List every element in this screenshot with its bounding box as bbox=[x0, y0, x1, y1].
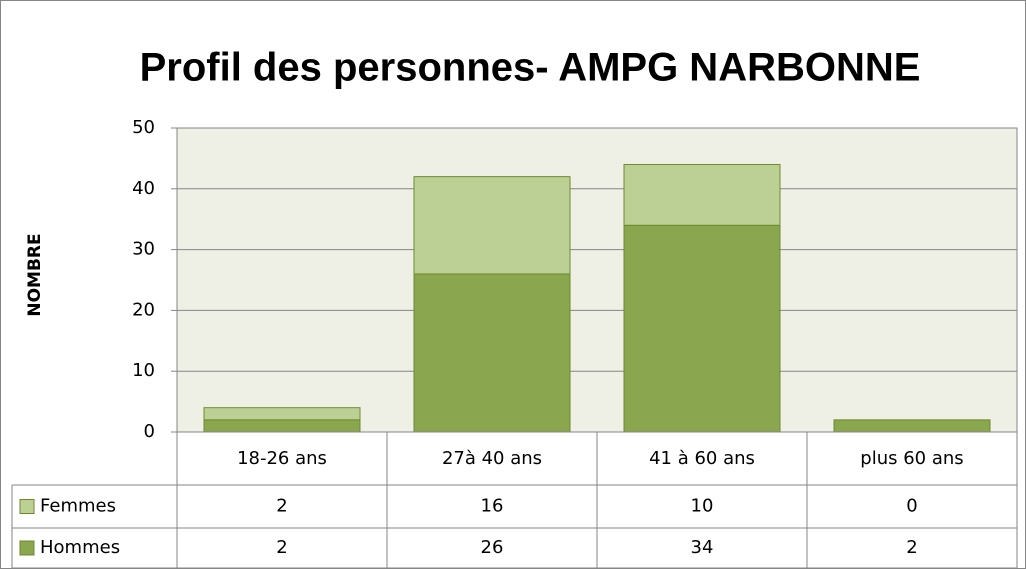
table-value: 2 bbox=[906, 537, 917, 558]
x-tick-label: 41 à 60 ans bbox=[649, 448, 755, 469]
legend-swatch bbox=[19, 540, 35, 556]
bar-segment bbox=[413, 176, 571, 275]
bar-segment bbox=[413, 273, 571, 433]
table-value: 10 bbox=[691, 496, 714, 517]
x-tick-label: 27à 40 ans bbox=[442, 448, 542, 469]
bar-segment bbox=[623, 224, 781, 433]
chart-title: Profil des personnes- AMPG NARBONNE bbox=[140, 46, 921, 90]
y-axis-label: NOMBRE bbox=[25, 233, 45, 316]
y-tick-label: 40 bbox=[132, 178, 155, 199]
legend-swatch bbox=[19, 499, 35, 514]
table-value: 2 bbox=[276, 496, 287, 517]
table-value: 0 bbox=[906, 496, 917, 517]
y-tick-label: 50 bbox=[132, 117, 155, 138]
bar-segment bbox=[203, 419, 361, 433]
x-tick-label: 18-26 ans bbox=[237, 448, 327, 469]
y-tick-label: 10 bbox=[132, 360, 155, 381]
bar-segment bbox=[203, 407, 361, 421]
bar-segment bbox=[623, 163, 781, 226]
legend-label: Hommes bbox=[40, 537, 120, 558]
legend-label: Femmes bbox=[40, 496, 116, 517]
y-tick-label: 0 bbox=[144, 421, 155, 442]
table-value: 16 bbox=[481, 496, 504, 517]
table-value: 34 bbox=[691, 537, 714, 558]
x-tick-label: plus 60 ans bbox=[860, 448, 963, 469]
bar-segment bbox=[833, 419, 991, 433]
table-value: 26 bbox=[481, 537, 504, 558]
y-tick-label: 20 bbox=[132, 299, 155, 320]
table-value: 2 bbox=[276, 537, 287, 558]
plot-area bbox=[176, 127, 1018, 433]
y-tick-label: 30 bbox=[132, 239, 155, 260]
